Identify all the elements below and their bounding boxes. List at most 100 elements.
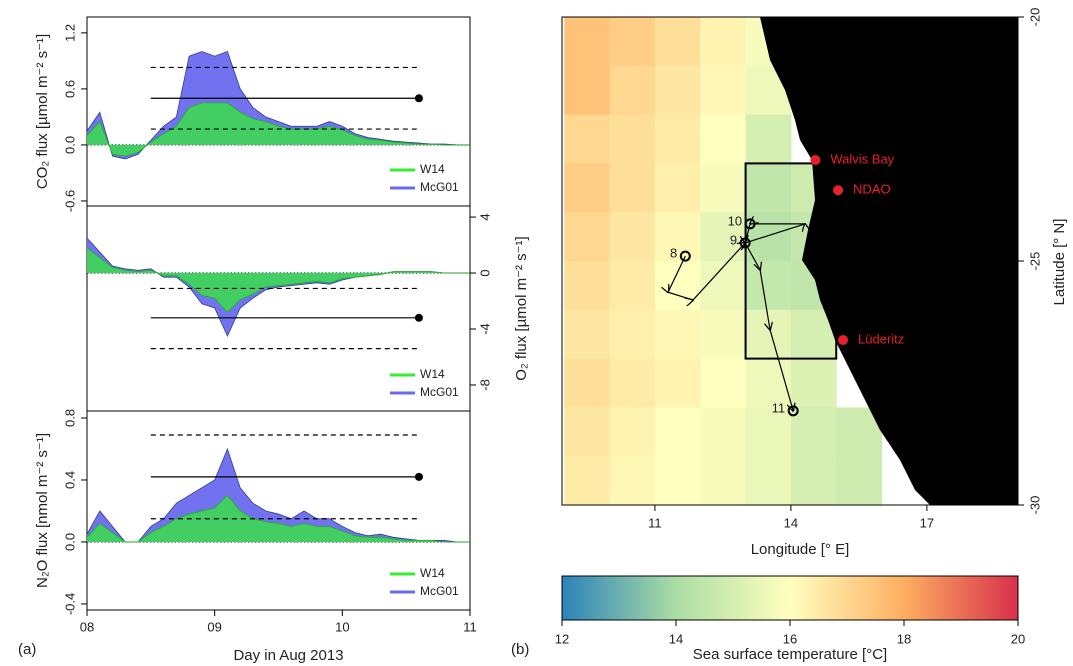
place-label: NDAO xyxy=(853,182,891,197)
sst-cell xyxy=(609,407,656,457)
x-tick-label: 11 xyxy=(648,515,662,530)
series-line xyxy=(86,447,470,543)
station-label: 10 xyxy=(728,213,742,228)
colorbar-tick-label: 18 xyxy=(897,631,911,646)
sst-cell xyxy=(654,114,701,164)
ship-track xyxy=(668,224,805,411)
sst-cell xyxy=(609,65,656,116)
area-fill xyxy=(87,495,470,542)
sst-cell xyxy=(654,407,701,457)
x-axis-label: Longitude [° E] xyxy=(751,541,850,558)
y-tick-label: -20 xyxy=(1027,8,1042,27)
series-line xyxy=(86,237,470,337)
sst-cell xyxy=(564,456,611,505)
station xyxy=(679,250,691,262)
y-tick-label: -4 xyxy=(477,323,492,335)
sst-cell xyxy=(564,212,611,262)
sst-cell xyxy=(700,261,747,311)
sst-cell xyxy=(790,407,837,457)
place-label: Lüderitz xyxy=(858,331,904,346)
station-label: 9 xyxy=(730,232,737,247)
sst-cell xyxy=(654,261,701,311)
legend-label: W14 xyxy=(420,566,445,580)
sst-cell xyxy=(654,309,701,360)
sst-cell xyxy=(700,407,747,457)
legend-label: W14 xyxy=(420,367,445,381)
y-tick-label: 0 xyxy=(477,269,492,276)
sst-cell xyxy=(609,261,656,311)
sst-cell xyxy=(564,17,611,67)
sst-cell xyxy=(564,261,611,311)
sst-cell xyxy=(609,114,656,164)
sst-cell xyxy=(745,114,792,164)
sst-cell xyxy=(564,407,611,457)
legend-label: W14 xyxy=(420,162,445,176)
sst-cell xyxy=(700,163,747,213)
sst-cell xyxy=(654,358,701,408)
sst-cell xyxy=(654,212,701,262)
sst-cell xyxy=(654,456,701,505)
panel-frame xyxy=(86,410,471,611)
colorbar-title: Sea surface temperature [°C] xyxy=(693,646,887,663)
sst-cell xyxy=(836,456,883,505)
sst-cell xyxy=(609,163,656,213)
y-tick-label: -30 xyxy=(1027,496,1042,515)
station xyxy=(739,237,751,249)
station xyxy=(787,405,799,417)
place xyxy=(833,185,844,196)
y-tick-label: -0.4 xyxy=(62,593,77,615)
y-axis-label: O₂ flux [µmol m⁻² s⁻¹] xyxy=(513,236,530,380)
sst-cell xyxy=(609,212,656,262)
sst-cell xyxy=(609,309,656,360)
sst-cell xyxy=(654,17,701,67)
colorbar-tick-label: 20 xyxy=(1011,631,1025,646)
station xyxy=(744,218,756,230)
sst-cell xyxy=(609,17,656,67)
place-label: Walvis Bay xyxy=(830,151,894,166)
colorbar-tick-label: 14 xyxy=(669,631,683,646)
colorbar-tick-label: 12 xyxy=(555,631,569,646)
sst-cell xyxy=(745,456,792,505)
panel-label: (a) xyxy=(18,641,36,658)
x-tick-label: 08 xyxy=(80,619,94,634)
y-tick-label: 0.0 xyxy=(62,533,77,551)
mean-dot xyxy=(414,313,423,322)
panel-label: (b) xyxy=(511,641,529,658)
colorbar-tick-label: 16 xyxy=(783,631,797,646)
y-tick-label: -25 xyxy=(1027,252,1042,271)
sst-cell xyxy=(654,65,701,116)
station-label: 8 xyxy=(670,246,677,261)
land xyxy=(760,17,1018,505)
sst-cell xyxy=(700,358,747,408)
x-tick-label: 17 xyxy=(920,515,934,530)
legend-label: McG01 xyxy=(420,385,459,399)
sst-cell xyxy=(564,163,611,213)
x-tick-label: 10 xyxy=(335,619,349,634)
panel-frame xyxy=(86,205,471,412)
legend-label: McG01 xyxy=(420,584,459,598)
series-line xyxy=(86,247,470,313)
x-tick-label: 09 xyxy=(207,619,221,634)
x-tick-label: 11 xyxy=(463,619,477,634)
series-line xyxy=(86,494,470,543)
sst-cell xyxy=(700,65,747,116)
sst-cell xyxy=(654,163,701,213)
sst-cell xyxy=(700,456,747,505)
legend-label: McG01 xyxy=(420,180,459,194)
y-tick-label: 0.0 xyxy=(62,136,77,154)
sst-cell xyxy=(700,114,747,164)
place xyxy=(838,335,849,346)
mean-dot xyxy=(414,472,423,481)
y-tick-label: 1.2 xyxy=(62,24,77,42)
sst-cell xyxy=(564,114,611,164)
overlay: -0.6 0.0 0.6 1.2 CO₂ flux [µmol m⁻² s⁻¹] McG0… xyxy=(18,8,1068,664)
place xyxy=(810,154,821,165)
sst-cell xyxy=(609,456,656,505)
y-tick-label: -8 xyxy=(477,379,492,391)
sst-cell xyxy=(745,163,792,213)
sst-cell xyxy=(700,309,747,360)
sst-cell xyxy=(564,309,611,360)
x-tick-label: 14 xyxy=(784,515,798,530)
